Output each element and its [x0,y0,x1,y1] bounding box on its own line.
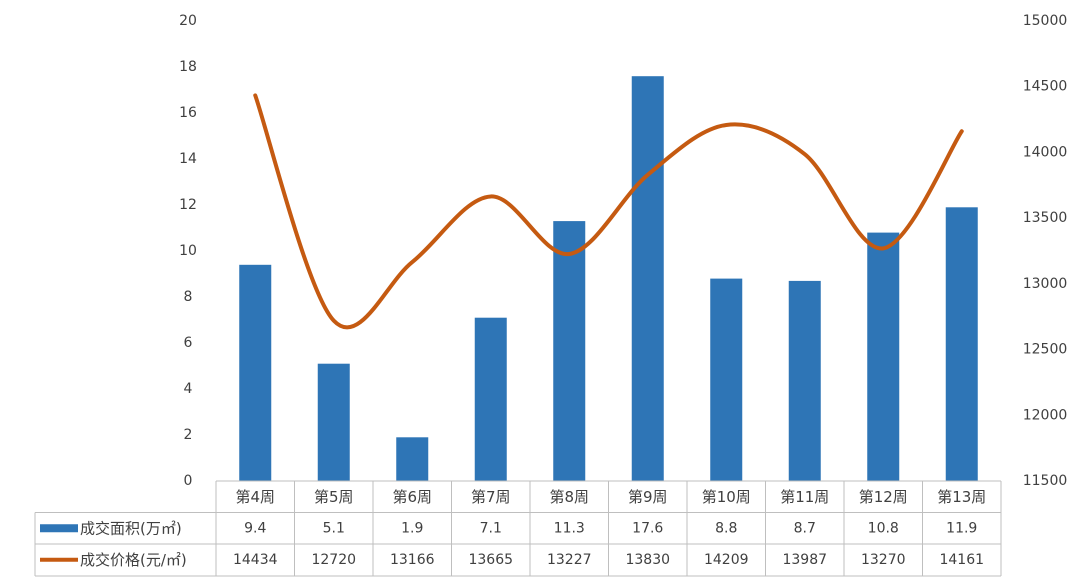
legend-key-area [40,524,78,533]
left-tick-label: 18 [179,59,197,75]
category-label: 第11周 [780,488,829,506]
data-table: 第4周 第5周 第6周 第7周 第8周 第9周 第10周 第11周 第12周 第13周 9.4 5.1… [34,480,1002,577]
price-value-label: 13665 [468,552,513,568]
category-label: 第6周 [392,488,432,506]
area-bar [788,280,821,481]
left-tick-label: 8 [184,289,193,305]
price-line-layer [253,93,964,330]
price-value-label: 13987 [782,552,827,568]
left-tick-label: 0 [184,473,193,489]
area-value-label: 7.1 [480,520,502,536]
left-tick-label: 4 [184,381,193,397]
category-label: 第9周 [628,488,668,506]
area-value-label: 1.9 [401,520,423,536]
price-value-label: 14209 [704,552,749,568]
category-label: 第10周 [702,488,751,506]
right-tick-label: 15000 [1023,13,1068,29]
area-bar [631,76,664,481]
area-value-label: 10.8 [868,520,899,536]
area-bar [945,207,978,482]
right-tick-label: 12500 [1023,342,1068,358]
right-tick-label: 12000 [1023,407,1068,423]
price-line [253,93,964,330]
area-bar [710,278,743,481]
right-tick-label: 13000 [1023,276,1068,292]
left-tick-label: 2 [184,427,193,443]
area-value-label: 8.7 [794,520,816,536]
price-value-label: 13227 [547,552,592,568]
price-value-label: 13830 [625,552,670,568]
right-tick-label: 14500 [1023,79,1068,95]
area-bar [867,232,900,481]
area-value-label: 11.9 [946,520,977,536]
area-value-label: 8.8 [715,520,737,536]
category-label: 第12周 [859,488,908,506]
area-bars [239,76,978,482]
price-value-label: 13270 [861,552,906,568]
area-bar [317,363,350,481]
left-tick-label: 12 [179,197,197,213]
right-axis-ticks: 11500 12000 12500 13000 13500 14000 14500 15000 [1023,13,1068,489]
category-label: 第8周 [549,488,589,506]
left-tick-label: 20 [179,13,197,29]
left-axis-ticks: 0 2 4 6 8 10 12 14 16 18 20 [179,13,197,489]
area-bar [553,221,586,481]
category-label: 第7周 [471,488,511,506]
area-value-label: 11.3 [554,520,585,536]
area-bar [239,264,272,481]
left-tick-label: 10 [179,243,197,259]
left-tick-label: 6 [184,335,193,351]
right-tick-label: 11500 [1023,473,1068,489]
area-value-label: 9.4 [244,520,266,536]
left-tick-label: 14 [179,151,197,167]
category-label: 第4周 [235,488,275,506]
right-tick-label: 14000 [1023,144,1068,160]
category-label: 第5周 [314,488,354,506]
price-value-label: 13166 [390,552,435,568]
category-label: 第13周 [937,488,986,506]
price-value-label: 12720 [311,552,356,568]
area-bar [396,437,429,481]
left-tick-label: 16 [179,105,197,121]
legend-label-area: 成交面积(万㎡) [80,519,182,537]
right-tick-label: 13500 [1023,210,1068,226]
area-bar [474,317,507,481]
price-value-label: 14434 [233,552,278,568]
price-value-label: 14161 [939,552,984,568]
area-value-label: 5.1 [323,520,345,536]
legend-label-price: 成交价格(元/㎡) [80,551,187,569]
area-value-label: 17.6 [632,520,663,536]
